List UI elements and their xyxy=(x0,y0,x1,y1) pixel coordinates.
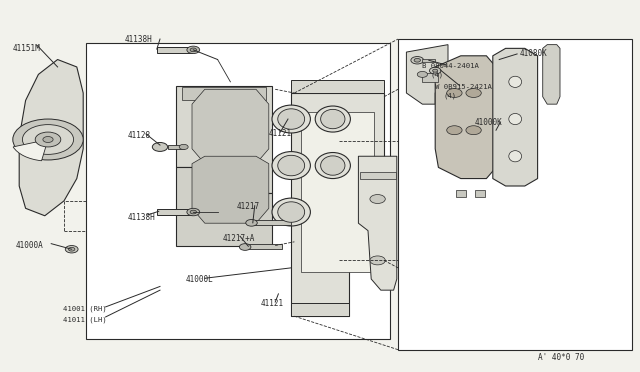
Ellipse shape xyxy=(509,76,522,87)
Polygon shape xyxy=(543,45,560,104)
Circle shape xyxy=(187,208,200,216)
Circle shape xyxy=(417,71,428,77)
Circle shape xyxy=(370,256,385,265)
Text: B 08044-2401A: B 08044-2401A xyxy=(422,63,479,69)
Bar xyxy=(157,209,192,215)
Ellipse shape xyxy=(509,151,522,162)
Bar xyxy=(422,73,438,82)
Text: 41080K: 41080K xyxy=(520,49,547,58)
Text: 41011 (LH): 41011 (LH) xyxy=(63,317,106,323)
Bar xyxy=(157,47,192,53)
Text: 41000K: 41000K xyxy=(475,118,502,127)
Circle shape xyxy=(466,89,481,97)
Polygon shape xyxy=(19,60,83,216)
Polygon shape xyxy=(435,56,496,179)
Circle shape xyxy=(152,142,168,151)
Circle shape xyxy=(35,132,61,147)
Bar xyxy=(182,87,266,100)
Bar xyxy=(475,190,485,197)
Circle shape xyxy=(246,219,257,226)
Circle shape xyxy=(447,126,462,135)
Bar xyxy=(291,303,349,316)
Ellipse shape xyxy=(315,106,351,132)
Circle shape xyxy=(239,244,251,250)
Text: 41000A: 41000A xyxy=(15,241,43,250)
Text: 41128: 41128 xyxy=(128,131,151,140)
Bar xyxy=(86,43,390,339)
Ellipse shape xyxy=(321,109,345,129)
Bar xyxy=(243,244,282,249)
Bar xyxy=(301,112,374,272)
Circle shape xyxy=(187,46,200,54)
Bar xyxy=(168,145,184,149)
Ellipse shape xyxy=(272,105,310,133)
Polygon shape xyxy=(358,156,397,290)
Polygon shape xyxy=(291,93,384,316)
Wedge shape xyxy=(13,140,48,161)
Ellipse shape xyxy=(278,155,305,176)
Bar xyxy=(398,39,632,350)
Ellipse shape xyxy=(278,109,305,129)
Circle shape xyxy=(190,210,196,214)
Text: 41151M: 41151M xyxy=(13,44,40,53)
Text: 41121: 41121 xyxy=(261,299,284,308)
Bar xyxy=(422,59,435,62)
Circle shape xyxy=(370,195,385,203)
Circle shape xyxy=(466,126,481,135)
Circle shape xyxy=(13,119,83,160)
Text: (4): (4) xyxy=(430,72,444,78)
Circle shape xyxy=(411,57,424,64)
Circle shape xyxy=(22,125,74,154)
Circle shape xyxy=(447,89,462,97)
Circle shape xyxy=(65,246,78,253)
Polygon shape xyxy=(493,48,538,186)
Polygon shape xyxy=(192,156,269,223)
Circle shape xyxy=(43,137,53,142)
Ellipse shape xyxy=(278,202,305,222)
Ellipse shape xyxy=(509,113,522,125)
Bar xyxy=(360,172,396,179)
Bar xyxy=(291,80,384,93)
Circle shape xyxy=(433,69,438,72)
Text: 41217+A: 41217+A xyxy=(223,234,255,243)
Polygon shape xyxy=(176,167,272,246)
Circle shape xyxy=(429,67,441,74)
Bar xyxy=(250,220,291,225)
Text: A' 40*0 70: A' 40*0 70 xyxy=(538,353,584,362)
Polygon shape xyxy=(406,45,448,104)
Text: (4): (4) xyxy=(444,92,457,99)
Ellipse shape xyxy=(272,152,310,179)
Text: W 0B915-2421A: W 0B915-2421A xyxy=(435,84,492,90)
Ellipse shape xyxy=(315,153,351,179)
Text: 41138H: 41138H xyxy=(125,35,152,44)
Circle shape xyxy=(68,247,75,251)
Text: 41001 (RH): 41001 (RH) xyxy=(63,305,106,312)
Polygon shape xyxy=(192,89,269,164)
Text: 41000L: 41000L xyxy=(186,275,213,284)
Text: 41121: 41121 xyxy=(269,129,292,138)
Circle shape xyxy=(414,58,420,62)
Text: 41217: 41217 xyxy=(237,202,260,211)
Circle shape xyxy=(179,144,188,150)
Ellipse shape xyxy=(321,156,345,175)
Circle shape xyxy=(190,48,196,52)
Polygon shape xyxy=(176,86,272,193)
Ellipse shape xyxy=(272,198,310,226)
Bar xyxy=(456,190,466,197)
Text: 41138H: 41138H xyxy=(128,213,156,222)
